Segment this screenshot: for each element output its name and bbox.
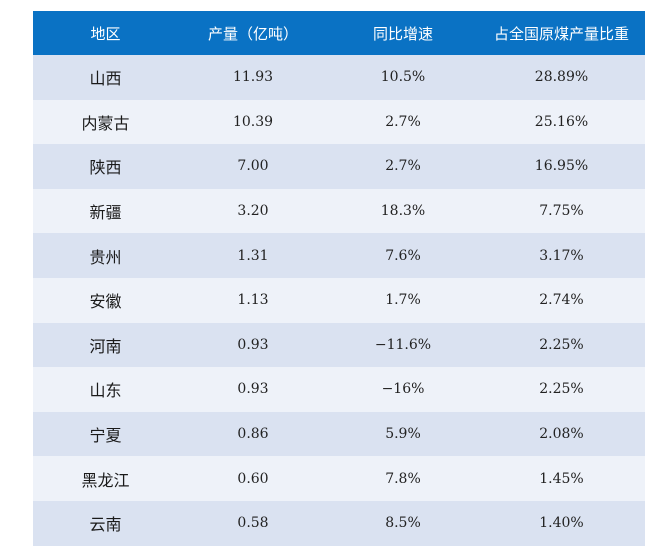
cell-region: 贵州	[89, 247, 122, 267]
header-share: 占全国原煤产量比重	[493, 24, 629, 43]
cell-region: 云南	[89, 515, 122, 535]
table-row: 云南 0.58 8.5% 1.40%	[33, 500, 645, 546]
cell-region: 安徽	[89, 292, 122, 312]
table-row: 内蒙古 10.39 2.7% 25.16%	[33, 99, 645, 145]
cell-share: 2.25%	[539, 381, 584, 398]
cell-growth: −16%	[381, 381, 425, 398]
cell-region: 山东	[89, 381, 122, 401]
cell-share: 25.16%	[534, 113, 589, 130]
table-row: 河南 0.93 −11.6% 2.25%	[33, 322, 645, 368]
cell-region: 陕西	[89, 158, 122, 178]
cell-growth: 2.7%	[385, 158, 421, 175]
header-growth: 同比增速	[372, 24, 433, 43]
cell-output: 0.86	[237, 426, 269, 443]
cell-growth: 2.7%	[385, 113, 421, 130]
table-row: 贵州 1.31 7.6% 3.17%	[33, 233, 645, 278]
cell-output: 0.58	[237, 515, 269, 532]
cell-growth: 7.6%	[385, 247, 421, 264]
cell-share: 2.25%	[539, 336, 584, 353]
cell-growth: 7.8%	[385, 470, 421, 487]
coal-production-table: 地区 产量（亿吨） 同比增速 占全国原煤产量比重 山西 11.93 10.5% …	[33, 11, 645, 546]
cell-share: 1.40%	[539, 515, 584, 532]
cell-growth: 8.5%	[385, 515, 421, 532]
cell-growth: −11.6%	[374, 336, 432, 353]
cell-growth: 10.5%	[380, 69, 426, 86]
table-header: 地区 产量（亿吨） 同比增速 占全国原煤产量比重	[33, 11, 645, 55]
header-row: 地区 产量（亿吨） 同比增速 占全国原煤产量比重	[33, 11, 645, 55]
cell-share: 28.89%	[534, 69, 589, 86]
table-body: 山西 11.93 10.5% 28.89% 内蒙古 10.39 2.7% 25.…	[33, 55, 645, 546]
cell-share: 3.17%	[539, 247, 584, 264]
coal-production-table-container: 地区 产量（亿吨） 同比增速 占全国原煤产量比重 山西 11.93 10.5% …	[33, 11, 645, 546]
cell-growth: 5.9%	[385, 426, 421, 443]
cell-region: 山西	[89, 69, 122, 89]
cell-share: 7.75%	[539, 203, 584, 220]
cell-region: 黑龙江	[81, 470, 130, 490]
table-row: 山东 0.93 −16% 2.25%	[33, 367, 645, 412]
table-row: 黑龙江 0.60 7.8% 1.45%	[33, 456, 645, 501]
cell-output: 10.39	[232, 113, 274, 130]
cell-share: 2.08%	[539, 426, 584, 443]
cell-share: 2.74%	[539, 292, 584, 309]
cell-share: 1.45%	[539, 470, 584, 487]
table-row: 安徽 1.13 1.7% 2.74%	[33, 277, 645, 323]
cell-share: 16.95%	[534, 158, 589, 175]
table-row: 陕西 7.00 2.7% 16.95%	[33, 144, 645, 189]
cell-output: 7.00	[237, 158, 269, 175]
cell-output: 3.20	[237, 203, 269, 220]
cell-output: 0.60	[237, 470, 269, 487]
table-row: 新疆 3.20 18.3% 7.75%	[33, 188, 645, 234]
header-output: 产量（亿吨）	[207, 24, 298, 43]
header-region: 地区	[90, 24, 121, 43]
table-row: 宁夏 0.86 5.9% 2.08%	[33, 411, 645, 457]
cell-output: 1.31	[237, 247, 269, 264]
cell-output: 1.13	[237, 292, 269, 309]
cell-output: 0.93	[237, 381, 269, 398]
cell-growth: 18.3%	[380, 203, 426, 220]
cell-output: 11.93	[232, 69, 274, 86]
cell-region: 内蒙古	[81, 113, 130, 133]
cell-output: 0.93	[237, 336, 269, 353]
table-row: 山西 11.93 10.5% 28.89%	[33, 55, 645, 100]
cell-region: 河南	[89, 336, 122, 356]
cell-growth: 1.7%	[385, 292, 421, 309]
cell-region: 宁夏	[89, 426, 122, 446]
cell-region: 新疆	[89, 203, 122, 223]
